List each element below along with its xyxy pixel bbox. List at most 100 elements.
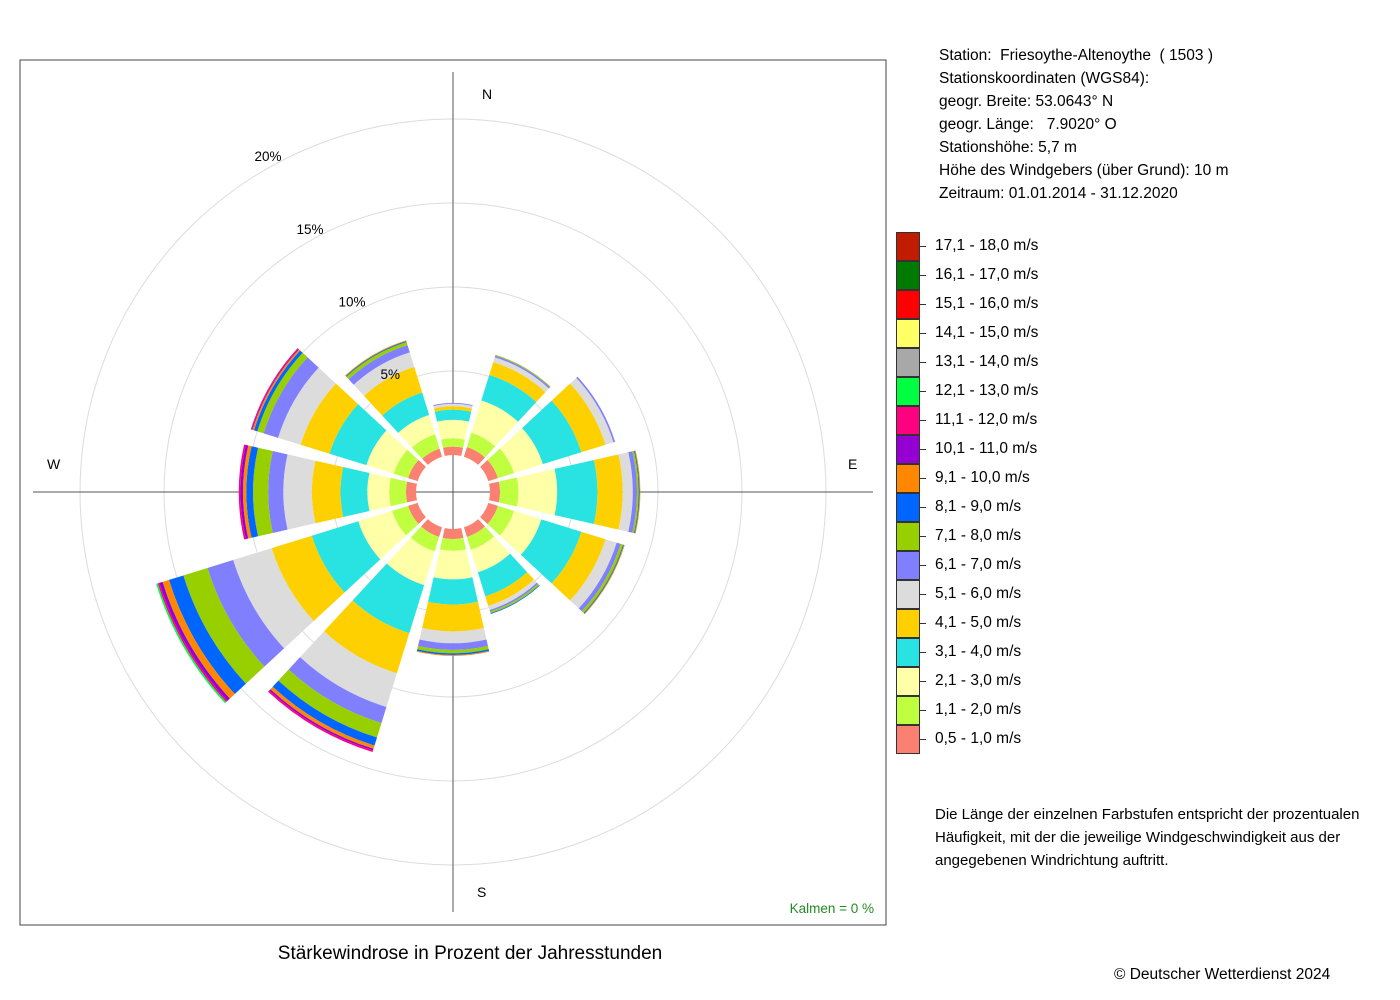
segment-90-class-3 <box>554 459 598 525</box>
ring-label-10: 10% <box>339 294 366 309</box>
legend-tick <box>920 275 926 276</box>
segment-0-class-2 <box>437 419 469 440</box>
segment-120-class-1 <box>487 505 514 536</box>
legend-label: 9,1 - 10,0 m/s <box>935 469 1030 486</box>
segment-150-class-5 <box>488 579 537 610</box>
legend-label: 17,1 - 18,0 m/s <box>935 237 1039 254</box>
legend-tick <box>920 246 926 247</box>
legend-tick <box>920 507 926 508</box>
segment-270-class-3 <box>340 467 370 517</box>
legend-label: 10,1 - 11,0 m/s <box>935 440 1038 457</box>
legend-tick <box>920 449 926 450</box>
segment-120-class-4 <box>551 531 606 601</box>
segment-300-class-1 <box>393 449 419 479</box>
sector-60 <box>480 376 616 482</box>
segment-300-class-3 <box>329 404 387 466</box>
segment-180-class-2 <box>433 549 473 580</box>
segment-60-class-0 <box>480 460 498 482</box>
legend-swatch <box>896 377 920 406</box>
segment-210-class-6 <box>288 657 387 724</box>
segment-270-class-10 <box>240 444 249 540</box>
segment-240-class-5 <box>233 548 314 649</box>
segment-240-class-6 <box>207 560 285 667</box>
legend-tick <box>920 333 926 334</box>
explanation-note: Die Länge der einzelnen Farbstufen entsp… <box>935 806 1360 869</box>
segment-0-class-1 <box>441 438 465 448</box>
segment-210-class-7 <box>278 669 382 738</box>
segment-90-class-6 <box>628 451 637 533</box>
segment-210-class-0 <box>421 519 443 537</box>
legend-tick <box>920 652 926 653</box>
segment-270-class-11 <box>238 444 246 540</box>
segment-60-class-2 <box>499 428 543 474</box>
segment-90-class-8 <box>634 450 640 534</box>
segment-150-class-2 <box>470 536 511 573</box>
sector-90 <box>489 450 641 534</box>
sector-0 <box>433 402 473 456</box>
sector-270 <box>238 444 417 540</box>
station-latitude: geogr. Breite: 53.0643° N <box>939 93 1114 110</box>
compass-east-label: E <box>848 456 857 472</box>
legend-label: 5,1 - 6,0 m/s <box>935 585 1022 602</box>
legend-tick <box>920 420 926 421</box>
legend-item: 16,1 - 17,0 m/s <box>896 261 1096 290</box>
segment-270-class-2 <box>367 473 391 511</box>
station-longitude: geogr. Länge: 7.9020° O <box>939 116 1117 133</box>
segment-180-class-1 <box>439 537 467 551</box>
segment-240-class-9 <box>162 579 235 699</box>
segment-210-class-2 <box>386 537 435 586</box>
segment-270-class-8 <box>246 446 259 538</box>
segment-270-class-0 <box>405 481 417 503</box>
segment-30-class-5 <box>493 357 549 393</box>
segment-270-class-5 <box>283 454 316 530</box>
segment-30-class-4 <box>489 362 546 403</box>
segment-90-class-2 <box>516 468 558 516</box>
calm-label: Kalmen = 0 % <box>790 901 874 916</box>
legend-tick <box>920 710 926 711</box>
compass-south-label: S <box>477 884 486 900</box>
segment-120-class-7 <box>581 543 624 613</box>
sector-240 <box>156 502 426 704</box>
segment-60-class-1 <box>487 448 514 479</box>
legend-tick <box>920 565 926 566</box>
legend-label: 12,1 - 13,0 m/s <box>935 382 1039 399</box>
legend-swatch <box>896 319 920 348</box>
legend-swatch <box>896 667 920 696</box>
segment-120-class-2 <box>499 510 542 555</box>
segment-30-class-2 <box>471 400 519 447</box>
legend-swatch <box>896 638 920 667</box>
segment-240-class-10 <box>159 581 230 701</box>
legend-swatch <box>896 609 920 638</box>
legend-label: 13,1 - 14,0 m/s <box>935 353 1039 370</box>
legend-tick <box>920 478 926 479</box>
segment-90-class-1 <box>498 477 519 507</box>
legend-item: 14,1 - 15,0 m/s <box>896 319 1096 348</box>
segment-90-class-4 <box>593 454 623 530</box>
segment-300-class-5 <box>278 367 336 445</box>
segment-120-class-0 <box>480 502 498 524</box>
segment-330-class-6 <box>348 345 410 385</box>
segment-240-class-4 <box>271 535 345 621</box>
segment-240-class-0 <box>408 502 426 524</box>
segment-270-class-9 <box>243 445 252 539</box>
legend-tick <box>920 623 926 624</box>
legend-swatch <box>896 435 920 464</box>
legend-swatch <box>896 232 920 261</box>
segment-300-class-0 <box>408 460 426 482</box>
legend-item: 4,1 - 5,0 m/s <box>896 609 1096 638</box>
legend-item: 17,1 - 18,0 m/s <box>896 232 1096 261</box>
legend-tick <box>920 594 926 595</box>
legend-label: 7,1 - 8,0 m/s <box>935 527 1022 544</box>
segment-150-class-4 <box>485 572 535 606</box>
sector-300 <box>250 348 426 482</box>
legend-item: 9,1 - 10,0 m/s <box>896 464 1096 493</box>
segment-330-class-4 <box>363 366 423 416</box>
legend-tick <box>920 536 926 537</box>
segment-210-class-1 <box>410 526 440 552</box>
legend-label: 2,1 - 3,0 m/s <box>935 672 1022 689</box>
compass-west-label: W <box>47 456 61 472</box>
time-period: Zeitraum: 01.01.2014 - 31.12.2020 <box>939 185 1178 202</box>
ring-label-20: 20% <box>255 149 282 164</box>
legend-swatch <box>896 493 920 522</box>
